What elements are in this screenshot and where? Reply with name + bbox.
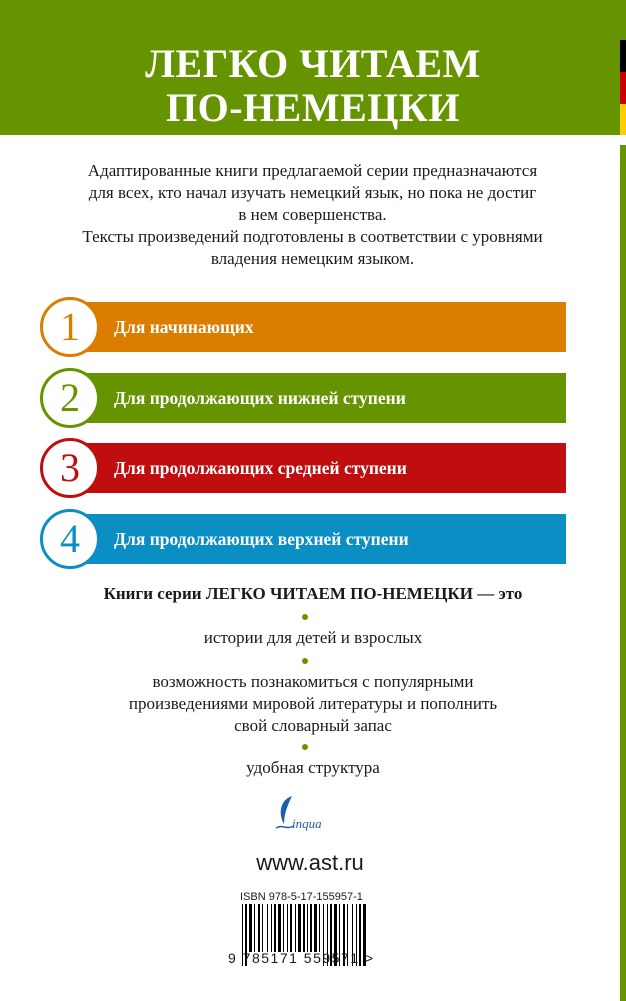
header-banner: ЛЕГКО ЧИТАЕМ ПО-НЕМЕЦКИ xyxy=(0,0,626,135)
intro-line: владения немецким языком. xyxy=(210,249,415,268)
lingua-logo: inqua xyxy=(270,794,340,834)
level-label: Для продолжающих средней ступени xyxy=(114,458,407,478)
title-line-2: ПО-НЕМЕЦКИ xyxy=(165,85,460,130)
level-number-badge: 3 xyxy=(40,438,100,498)
title-line-1: ЛЕГКО ЧИТАЕМ xyxy=(145,41,481,86)
intro-line: для всех, кто начал изучать немецкий язы… xyxy=(88,183,537,202)
level-2-bar: 2 Для продолжающих нижней ступени xyxy=(40,368,566,428)
series-item: произведениями мировой литературы и попо… xyxy=(128,694,498,713)
series-item: свой словарный запас xyxy=(234,716,392,735)
level-label: Для начинающих xyxy=(114,317,254,337)
flag-stripe-black xyxy=(620,40,626,72)
level-label: Для продолжающих верхней ступени xyxy=(114,529,409,549)
svg-text:inqua: inqua xyxy=(292,816,322,831)
level-number-badge: 4 xyxy=(40,509,100,569)
series-heading: Книги серии ЛЕГКО ЧИТАЕМ ПО-НЕМЕЦКИ — эт… xyxy=(103,584,523,603)
series-item: возможность познакомиться с популярными xyxy=(152,672,474,691)
flag-stripe-red xyxy=(620,72,626,104)
side-stripe xyxy=(620,145,626,1001)
level-1-bar: 1 Для начинающих xyxy=(40,297,566,357)
intro-text: Адаптированные книги предлагаемой серии … xyxy=(30,160,595,270)
level-number-badge: 1 xyxy=(40,297,100,357)
isbn-label: ISBN 978-5-17-155957-1 xyxy=(240,891,363,903)
feather-icon: inqua xyxy=(275,796,322,831)
bullet-dot xyxy=(302,744,308,750)
bullet-dot xyxy=(302,658,308,664)
series-item: истории для детей и взрослых xyxy=(203,628,423,647)
level-number-badge: 2 xyxy=(40,368,100,428)
ean-digits: 9 785171 559571 > xyxy=(228,950,375,966)
level-4-bar: 4 Для продолжающих верхней ступени xyxy=(40,509,566,569)
publisher-url[interactable]: www.ast.ru xyxy=(256,850,364,875)
intro-line: Адаптированные книги предлагаемой серии … xyxy=(87,161,538,180)
intro-line: в нем совершенства. xyxy=(238,205,387,224)
level-3-bar: 3 Для продолжающих средней ступени xyxy=(40,438,566,498)
bullet-dot xyxy=(302,614,308,620)
flag-stripe-gold xyxy=(620,104,626,135)
series-item: удобная структура xyxy=(246,758,380,777)
intro-line: Тексты произведений подготовлены в соотв… xyxy=(82,227,543,246)
level-label: Для продолжающих нижней ступени xyxy=(114,388,406,408)
series-title: ЛЕГКО ЧИТАЕМ ПО-НЕМЕЦКИ xyxy=(0,42,626,130)
barcode xyxy=(242,904,366,966)
